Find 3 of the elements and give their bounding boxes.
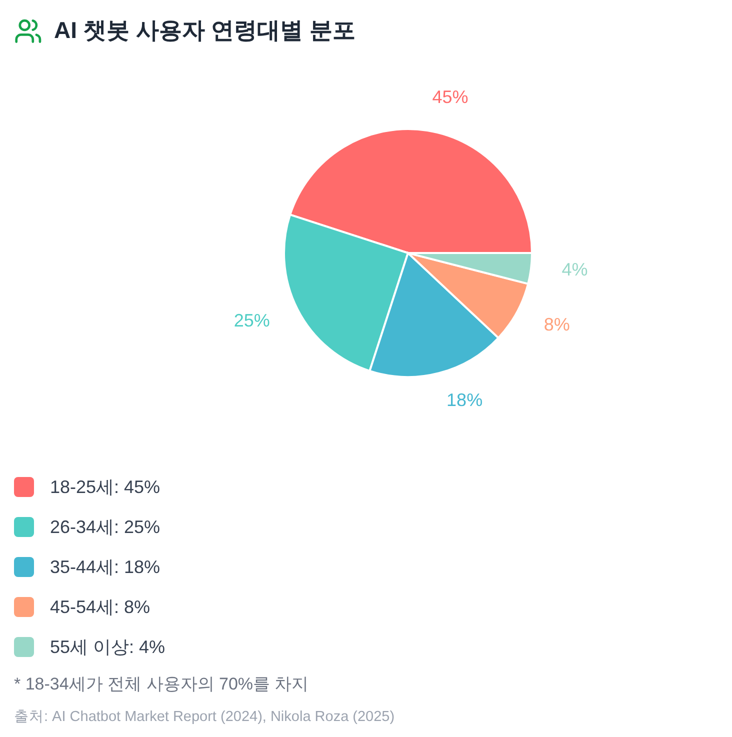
source: 출처: AI Chatbot Market Report (2024), Nikola Roza (2025) (14, 709, 395, 725)
title: AI 챗봇 사용자 연령대별 분포 (54, 17, 356, 43)
note: * 18-34세가 전체 사용자의 70%를 차지 (14, 674, 309, 694)
